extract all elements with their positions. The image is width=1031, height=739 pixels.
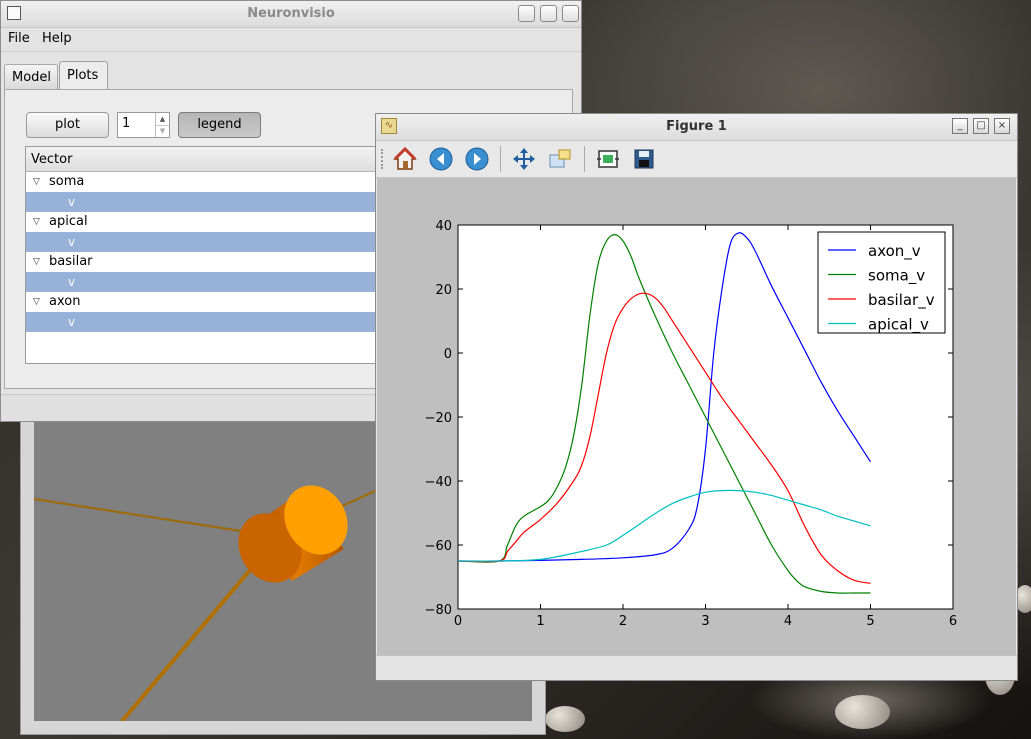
close-button[interactable]: × — [994, 118, 1010, 134]
legend-label: soma_v — [868, 267, 925, 286]
y-tick-label: −20 — [425, 411, 452, 426]
series-line-soma_v — [457, 233, 871, 594]
tree-item-label: apical — [49, 214, 88, 229]
y-tick-label: −80 — [425, 603, 452, 618]
matplotlib-app-icon[interactable]: ∿ — [381, 118, 397, 134]
series-line-apical_v — [457, 489, 871, 562]
plot-number-input[interactable] — [122, 116, 154, 131]
figure-statusbar — [376, 655, 1017, 680]
neuron-3d-render — [34, 485, 385, 721]
tree-child-label: v — [68, 275, 76, 289]
tree-item-apical[interactable]: ▽ apical — [26, 212, 376, 232]
tree-item-basilar[interactable]: ▽ basilar — [26, 252, 376, 272]
legend-box — [817, 231, 946, 334]
menubar: File Help — [1, 28, 581, 52]
x-tick-label: 1 — [536, 614, 544, 629]
dendrite-branch — [34, 498, 255, 534]
soma-cylinder-face — [284, 485, 348, 555]
y-tick-label: 0 — [444, 347, 452, 362]
soma-cylinder-back — [238, 513, 302, 583]
y-tick-label: 20 — [435, 283, 452, 298]
spin-up-arrow[interactable]: ▲ — [155, 113, 169, 126]
forward-icon[interactable] — [464, 146, 490, 172]
minimize-button[interactable]: _ — [952, 118, 968, 134]
figure-window: ∿ Figure 1 _ □ × 0 1 — [375, 113, 1018, 681]
tree-item-soma[interactable]: ▽ soma — [26, 172, 376, 192]
legend-label: basilar_v — [868, 291, 935, 310]
legend-label: apical_v — [868, 316, 929, 335]
tree-child-row[interactable]: v — [26, 192, 376, 212]
main-window-title: Neuronvisio — [247, 6, 335, 21]
tree-item-label: basilar — [49, 254, 93, 269]
expand-arrow-icon[interactable]: ▽ — [33, 177, 40, 187]
back-icon[interactable] — [428, 146, 454, 172]
toolbar-separator — [584, 146, 585, 172]
close-button[interactable] — [562, 5, 579, 22]
pebble-decoration — [835, 695, 890, 729]
tree-child-row[interactable]: v — [26, 272, 376, 292]
tree-child-label: v — [68, 195, 76, 209]
figure-titlebar[interactable]: ∿ Figure 1 _ □ × — [376, 114, 1017, 141]
expand-arrow-icon[interactable]: ▽ — [33, 217, 40, 227]
x-tick-label: 6 — [949, 614, 957, 629]
legend-button[interactable]: legend — [178, 112, 261, 138]
x-tick-label: 3 — [701, 614, 709, 629]
tab-plots-label: Plots — [67, 68, 99, 83]
save-icon[interactable] — [631, 146, 657, 172]
axon-branch — [120, 561, 258, 721]
tree-child-row[interactable]: v — [26, 312, 376, 332]
tab-plots[interactable]: Plots — [59, 61, 108, 90]
tree-header[interactable]: Vector — [26, 147, 376, 172]
tab-model-label: Model — [12, 70, 52, 85]
tree-child-label: v — [68, 315, 76, 329]
zoom-icon[interactable] — [547, 146, 573, 172]
maximize-button[interactable]: □ — [973, 118, 989, 134]
y-tick-label: −40 — [425, 475, 452, 490]
toolbar-grip[interactable] — [381, 149, 386, 169]
expand-arrow-icon[interactable]: ▽ — [33, 257, 40, 267]
vector-tree[interactable]: Vector ▽ soma v ▽ apical v ▽ basilar v ▽… — [25, 146, 377, 364]
neuronvisio-window: Neuronvisio File Help Model Plots plot ▲… — [0, 0, 582, 422]
line-chart: 0 1 2 3 4 5 6 40 20 0 −20 −40 −60 −80 axon_v soma_vbas… — [425, 219, 958, 629]
figure-window-title: Figure 1 — [666, 119, 727, 134]
x-tick-label: 2 — [619, 614, 627, 629]
x-tick-label: 5 — [866, 614, 874, 629]
pebble-decoration — [1015, 585, 1031, 613]
pebble-decoration — [545, 706, 585, 732]
plot-button[interactable]: plot — [26, 112, 109, 138]
spin-down-arrow[interactable]: ▼ — [155, 125, 169, 137]
tree-item-axon[interactable]: ▽ axon — [26, 292, 376, 312]
expand-arrow-icon[interactable]: ▽ — [33, 297, 40, 307]
menu-help[interactable]: Help — [42, 31, 72, 46]
series-line-basilar_v — [457, 292, 871, 584]
pan-icon[interactable] — [511, 146, 537, 172]
x-tick-label: 4 — [784, 614, 792, 629]
series-line-axon_v — [457, 232, 872, 562]
window-menu-icon[interactable] — [7, 6, 21, 20]
x-tick-label: 0 — [454, 614, 462, 629]
minimize-button[interactable] — [518, 5, 535, 22]
tree-item-label: soma — [49, 174, 85, 189]
maximize-button[interactable] — [540, 5, 557, 22]
subplots-icon[interactable] — [595, 146, 621, 172]
y-tick-label: 40 — [435, 219, 452, 234]
home-icon[interactable] — [392, 146, 418, 172]
plot-number-spinbox[interactable]: ▲ ▼ — [117, 112, 170, 138]
tree-child-row[interactable]: v — [26, 232, 376, 252]
figure-toolbar — [376, 141, 1017, 178]
tab-model[interactable]: Model — [4, 64, 58, 89]
tree-child-label: v — [68, 235, 76, 249]
legend-label: axon_v — [868, 242, 921, 261]
main-titlebar[interactable]: Neuronvisio — [1, 1, 581, 28]
tree-item-label: axon — [49, 294, 81, 309]
y-tick-label: −60 — [425, 539, 452, 554]
toolbar-separator — [500, 146, 501, 172]
menu-file[interactable]: File — [8, 31, 30, 46]
